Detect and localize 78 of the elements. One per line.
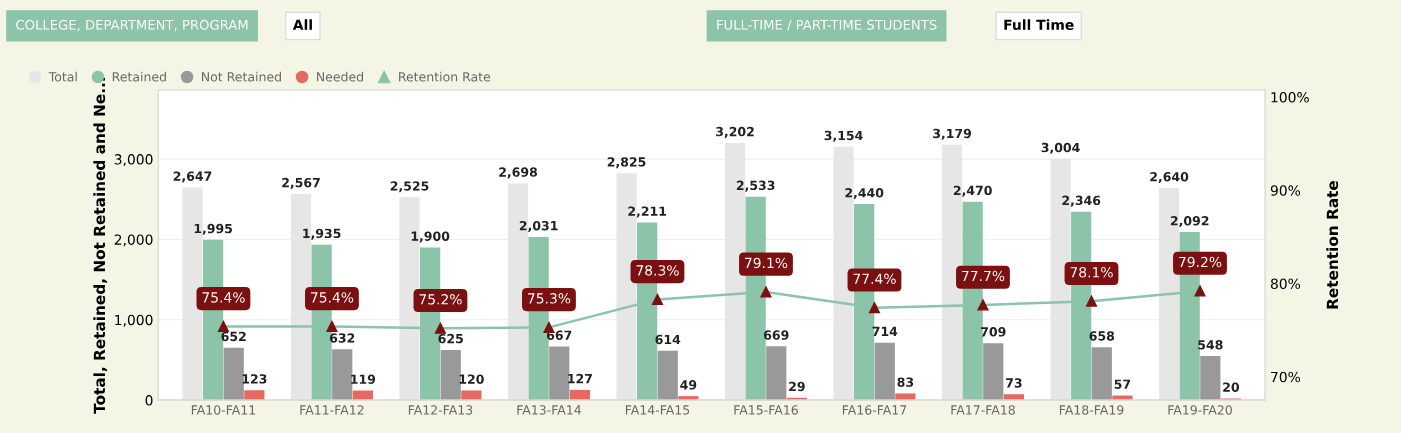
legend-label: Not Retained [202, 71, 281, 82]
data-label: 75.3% [528, 293, 571, 304]
data-label: 3,004 [1041, 142, 1080, 154]
data-label: 709 [981, 327, 1006, 337]
data-label: 75.2% [419, 294, 462, 305]
data-label: 652 [221, 331, 246, 342]
data-label: 1,995 [194, 223, 233, 235]
data-label: 20 [1223, 382, 1240, 392]
data-label: 2,525 [390, 181, 429, 193]
data-label: 632 [329, 333, 355, 343]
y-tick-label: 3,000 [114, 154, 153, 167]
y-tick-label: 1,000 [115, 314, 153, 327]
y-axis-title: Total, Retained, Not Retained and Ne... [93, 77, 108, 414]
data-label: 658 [1089, 331, 1115, 341]
data-label: 2,346 [1062, 195, 1101, 207]
x-tick-label: FA18-FA19 [1059, 405, 1124, 415]
x-tick-label: FA12-FA13 [408, 405, 473, 415]
data-label: 2,567 [282, 177, 320, 189]
text: All [292, 19, 312, 30]
x-tick-label: FA10-FA11 [191, 405, 256, 415]
data-label: 2,533 [736, 180, 775, 192]
y2-tick-label: 100% [1271, 92, 1309, 103]
data-label: 77.7% [962, 270, 1005, 282]
data-label: 77.4% [853, 273, 896, 285]
data-label: 614 [655, 334, 681, 345]
data-label: 79.2% [1179, 256, 1222, 268]
data-label: 29 [789, 381, 805, 392]
data-label: 75.4% [202, 292, 245, 303]
x-tick-label: FA13-FA14 [517, 405, 582, 415]
y-tick-label: 2,000 [114, 234, 153, 247]
x-tick-label: FA15-FA16 [734, 405, 798, 415]
data-label: 2,825 [607, 157, 646, 169]
x-tick-label: FA19-FA20 [1168, 405, 1232, 415]
y2-tick-label: 80% [1270, 278, 1301, 290]
data-label: 2,211 [628, 206, 667, 218]
data-label: 120 [459, 374, 484, 384]
data-label: 75.4% [311, 292, 354, 303]
data-label: 3,179 [933, 128, 972, 140]
y2-tick-label: 70% [1271, 371, 1301, 383]
data-label: 669 [764, 330, 789, 340]
legend-label: Retention Rate [399, 71, 491, 82]
x-tick-label: FA16-FA17 [842, 405, 907, 415]
data-label: 1,900 [411, 231, 450, 243]
data-label: 2,470 [953, 185, 992, 197]
data-label: 3,154 [824, 130, 863, 142]
x-tick-label: FA14-FA15 [625, 405, 690, 415]
x-tick-label: FA11-FA12 [300, 405, 364, 415]
text: COLLEGE, DEPARTMENT, PROGRAM [16, 19, 248, 32]
data-label: 2,647 [173, 171, 212, 183]
data-label: 2,440 [845, 188, 884, 200]
data-label: 2,698 [499, 167, 538, 179]
y2-axis-title: Retention Rate [1326, 181, 1339, 309]
legend-label: Retained [112, 71, 166, 82]
legend-label: Needed [317, 71, 363, 82]
y2-tick-label: 90% [1270, 185, 1301, 196]
data-label: 123 [242, 374, 267, 384]
data-label: 79.1% [745, 257, 788, 269]
data-label: 57 [1114, 379, 1131, 389]
data-label: 49 [680, 380, 697, 390]
data-label: 548 [1198, 340, 1223, 350]
data-label: 3,202 [716, 126, 754, 138]
y-tick-label: 0 [145, 395, 153, 406]
data-label: 73 [1006, 378, 1022, 388]
data-label: 714 [872, 326, 898, 336]
data-label: 127 [568, 373, 592, 384]
x-tick-label: FA17-FA18 [951, 405, 1015, 415]
data-label: 78.1% [1070, 267, 1113, 278]
legend-label: Total [48, 71, 77, 82]
data-label: 2,640 [1150, 172, 1189, 184]
data-label: 2,092 [1170, 216, 1209, 228]
data-label: 625 [438, 333, 463, 344]
data-label: 78.3% [636, 265, 679, 276]
text: Full Time [1004, 19, 1074, 31]
data-label: 2,031 [519, 220, 558, 232]
text: FULL-TIME / PART-TIME STUDENTS [717, 19, 937, 31]
data-label: 119 [351, 374, 376, 384]
data-label: 1,935 [303, 228, 341, 240]
data-label: 83 [897, 377, 914, 387]
